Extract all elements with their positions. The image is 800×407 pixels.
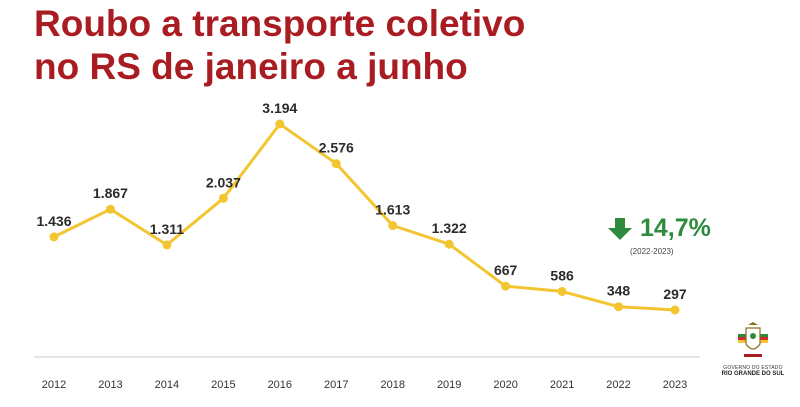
data-label-2021: 586	[550, 267, 574, 283]
x-tick-2018: 2018	[380, 379, 404, 391]
x-tick-2013: 2013	[98, 379, 122, 391]
data-point-2017	[331, 159, 341, 169]
data-point-2016	[275, 119, 285, 129]
chart-title: Roubo a transporte coletivo no RS de jan…	[34, 2, 525, 88]
title-line-1: Roubo a transporte coletivo	[34, 3, 526, 44]
x-tick-2022: 2022	[606, 379, 630, 391]
x-tick-2016: 2016	[268, 379, 292, 391]
title-line-2: no RS de janeiro a junho	[34, 46, 468, 87]
data-label-2019: 1.322	[432, 220, 467, 236]
data-point-2018	[388, 221, 398, 231]
x-tick-2019: 2019	[437, 379, 461, 391]
data-points	[49, 119, 680, 315]
data-label-2020: 667	[494, 262, 518, 278]
data-point-2012	[49, 232, 59, 242]
x-tick-2017: 2017	[324, 379, 348, 391]
data-label-2015: 2.037	[206, 174, 241, 190]
data-label-2023: 297	[663, 286, 687, 302]
data-label-2022: 348	[607, 283, 631, 299]
data-label-2017: 2.576	[319, 140, 354, 156]
government-logo: GOVERNO DO ESTADO RIO GRANDE DO SUL	[716, 322, 790, 377]
data-point-2020	[501, 281, 511, 291]
change-percent: 14,7%	[640, 214, 711, 242]
data-point-2022	[614, 302, 624, 312]
series-line	[53, 122, 676, 312]
data-label-2016: 3.194	[262, 100, 297, 116]
data-point-2014	[162, 240, 172, 250]
data-label-2014: 1.311	[150, 221, 184, 237]
change-period: (2022-2023)	[630, 247, 674, 256]
x-tick-2015: 2015	[211, 379, 235, 391]
x-tick-2012: 2012	[42, 379, 66, 391]
data-label-2018: 1.613	[375, 202, 410, 218]
data-point-2013	[105, 204, 115, 214]
logo-text-line-1: GOVERNO DO ESTADO	[723, 365, 783, 371]
x-tick-2023: 2023	[663, 379, 687, 391]
data-label-2013: 1.867	[93, 185, 128, 201]
x-tick-2021: 2021	[550, 379, 574, 391]
logo-text-line-2: RIO GRANDE DO SUL	[721, 371, 785, 377]
data-point-2023	[670, 305, 680, 315]
data-point-2019	[444, 239, 454, 249]
coat-of-arms-icon	[738, 322, 768, 357]
down-arrow-icon	[608, 217, 632, 240]
data-label-2012: 1.436	[36, 213, 71, 229]
x-tick-2020: 2020	[493, 379, 517, 391]
x-tick-labels: 2012 2013 2014 2015 2016 2017 2018 2019 2020 2021…	[42, 379, 687, 391]
change-callout: 14,7% (2022-2023)	[608, 214, 718, 256]
data-point-2015	[218, 193, 228, 203]
x-tick-2014: 2014	[155, 379, 179, 391]
data-labels: 1.436 1.867 1.311 2.037 3.194 2.576 1.613 1.322…	[36, 100, 686, 302]
data-point-2021	[557, 286, 567, 296]
